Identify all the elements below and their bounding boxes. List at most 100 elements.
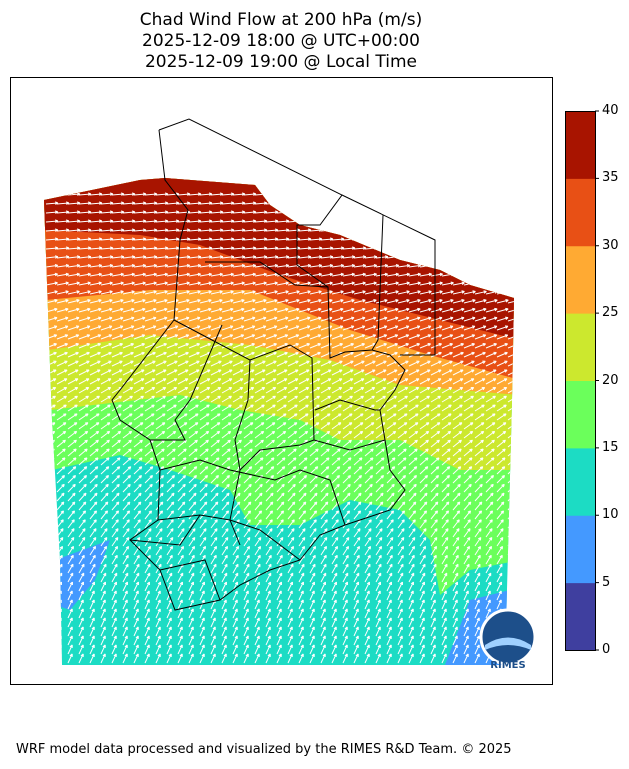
wind-arrow bbox=[177, 626, 183, 637]
wind-arrow bbox=[254, 316, 267, 322]
wind-arrow bbox=[496, 439, 506, 448]
wind-arrow bbox=[474, 448, 484, 457]
wind-arrow bbox=[221, 439, 231, 448]
wind-arrow bbox=[474, 430, 485, 439]
wind-arrow bbox=[397, 334, 410, 340]
wind-arrow bbox=[287, 537, 295, 547]
wind-arrow bbox=[133, 395, 144, 403]
wind-arrow bbox=[287, 369, 299, 376]
wind-arrow bbox=[386, 404, 397, 412]
wind-arrow bbox=[507, 316, 514, 322]
wind-arrow bbox=[78, 395, 89, 403]
wind-arrow bbox=[133, 563, 140, 574]
wind-arrow bbox=[430, 281, 443, 286]
wind-arrow bbox=[210, 590, 216, 601]
wind-arrow bbox=[265, 246, 279, 250]
wind-arrow bbox=[144, 528, 152, 538]
wind-arrow bbox=[100, 457, 110, 466]
wind-arrow bbox=[375, 537, 383, 547]
wind-arrow bbox=[100, 386, 112, 394]
wind-arrow bbox=[298, 653, 304, 664]
wind-arrow bbox=[221, 299, 234, 304]
wind-arrow bbox=[243, 334, 256, 340]
wind-arrow bbox=[474, 590, 480, 601]
wind-arrow bbox=[89, 237, 103, 241]
wind-arrow bbox=[386, 413, 397, 421]
wind-arrow bbox=[342, 386, 354, 394]
wind-arrow bbox=[221, 599, 227, 610]
wind-arrow bbox=[78, 537, 86, 547]
wind-arrow bbox=[243, 430, 254, 439]
wind-arrow bbox=[111, 528, 119, 538]
wind-arrow bbox=[287, 290, 300, 295]
wind-arrow bbox=[155, 581, 161, 592]
wind-arrow bbox=[320, 483, 329, 493]
wind-arrow bbox=[419, 599, 425, 610]
wind-arrow bbox=[111, 581, 117, 592]
colorbar-tick-label: 35 bbox=[602, 170, 619, 186]
wind-arrow bbox=[89, 228, 103, 232]
wind-arrow bbox=[133, 210, 147, 214]
wind-arrow bbox=[199, 563, 206, 574]
wind-arrow bbox=[177, 201, 191, 205]
wind-arrow bbox=[485, 422, 496, 430]
wind-arrow bbox=[452, 386, 464, 394]
colorbar-segment bbox=[565, 245, 595, 314]
wind-arrow bbox=[122, 360, 134, 367]
wind-arrow bbox=[199, 510, 208, 520]
wind-arrow bbox=[166, 448, 176, 457]
wind-arrow bbox=[265, 510, 274, 520]
wind-arrow bbox=[89, 281, 102, 286]
wind-arrow bbox=[342, 404, 353, 412]
wind-arrow bbox=[67, 334, 80, 340]
wind-arrow bbox=[408, 430, 419, 439]
wind-arrow bbox=[78, 299, 91, 304]
wind-arrow bbox=[265, 617, 271, 628]
wind-arrow bbox=[122, 563, 129, 574]
wind-arrow bbox=[221, 545, 229, 556]
wind-arrow bbox=[331, 572, 338, 583]
wind-arrow bbox=[276, 360, 288, 367]
wind-arrow bbox=[441, 351, 453, 358]
wind-arrow bbox=[441, 644, 447, 655]
wind-arrow bbox=[188, 219, 202, 223]
wind-arrow bbox=[78, 545, 86, 556]
wind-arrow bbox=[67, 325, 80, 331]
wind-arrow bbox=[364, 572, 371, 583]
wind-arrow bbox=[298, 457, 308, 466]
wind-arrow bbox=[177, 554, 184, 565]
wind-arrow bbox=[166, 501, 175, 511]
wind-arrow bbox=[276, 325, 289, 331]
wind-arrow bbox=[210, 439, 220, 448]
wind-arrow bbox=[419, 386, 431, 394]
wind-arrow bbox=[287, 343, 299, 349]
wind-arrow bbox=[452, 492, 461, 502]
wind-arrow bbox=[122, 626, 128, 637]
wind-arrow bbox=[56, 246, 70, 250]
wind-arrow bbox=[342, 263, 356, 268]
wind-arrow bbox=[78, 599, 84, 610]
wind-arrow bbox=[188, 644, 194, 655]
wind-arrow bbox=[166, 644, 172, 655]
wind-arrow bbox=[144, 351, 156, 358]
wind-arrow bbox=[89, 439, 99, 448]
wind-arrow bbox=[166, 545, 174, 556]
wind-arrow bbox=[375, 554, 382, 565]
wind-arrow bbox=[232, 272, 245, 277]
wind-arrow bbox=[78, 501, 87, 511]
wind-arrow bbox=[89, 386, 101, 394]
wind-arrow bbox=[452, 404, 463, 412]
wind-arrow bbox=[386, 457, 396, 466]
wind-arrow bbox=[397, 626, 403, 637]
wind-arrow bbox=[199, 219, 213, 223]
wind-arrow bbox=[243, 404, 254, 412]
wind-arrow bbox=[265, 219, 279, 223]
wind-arrow bbox=[221, 608, 227, 619]
wind-arrow bbox=[56, 272, 69, 277]
wind-arrow bbox=[133, 501, 142, 511]
wind-arrow bbox=[474, 599, 480, 610]
wind-arrow bbox=[452, 395, 463, 403]
wind-arrow bbox=[111, 608, 117, 619]
wind-arrow bbox=[133, 299, 146, 304]
wind-arrow bbox=[100, 378, 112, 385]
